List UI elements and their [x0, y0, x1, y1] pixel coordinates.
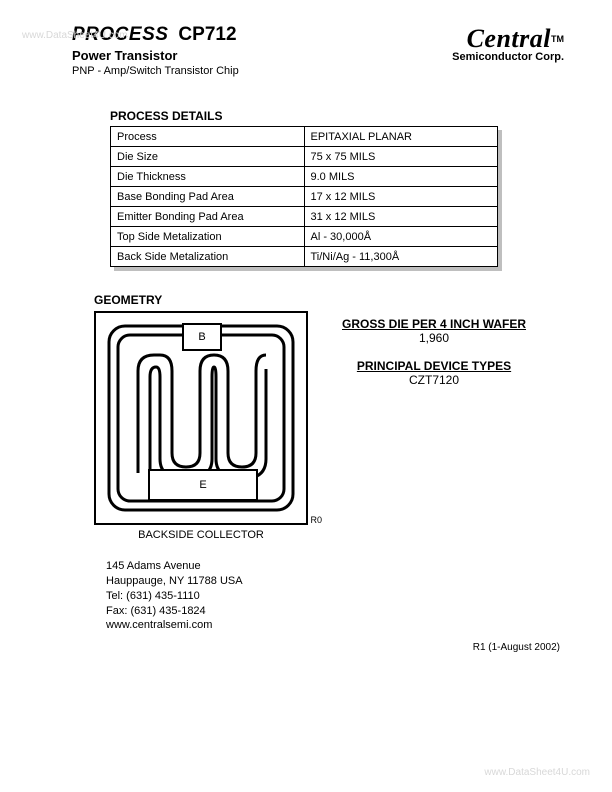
- subtitle-2: PNP - Amp/Switch Transistor Chip: [72, 65, 239, 77]
- contact-line: Tel: (631) 435-1110: [106, 589, 612, 604]
- geometry-row: B E R0 BACKSIDE COLLECTOR GROSS DIE PER …: [94, 311, 612, 541]
- cell-label: Die Thickness: [111, 167, 305, 187]
- gross-die-title: GROSS DIE PER 4 INCH WAFER: [342, 317, 526, 331]
- die-diagram: B E R0: [94, 311, 308, 525]
- cell-value: Al - 30,000Å: [304, 227, 498, 247]
- info-right: GROSS DIE PER 4 INCH WAFER 1,960 PRINCIP…: [342, 311, 526, 387]
- process-table: ProcessEPITAXIAL PLANAR Die Size75 x 75 …: [110, 126, 498, 267]
- contact-line: Hauppauge, NY 11788 USA: [106, 574, 612, 589]
- brand-tagline: Semiconductor Corp.: [452, 51, 564, 63]
- backside-label: BACKSIDE COLLECTOR: [94, 529, 308, 541]
- subtitle-1: Power Transistor: [72, 48, 239, 63]
- base-pad: B: [182, 323, 222, 351]
- cell-label: Emitter Bonding Pad Area: [111, 207, 305, 227]
- r0-label: R0: [310, 515, 322, 525]
- watermark-bottom: www.DataSheet4U.com: [484, 767, 590, 778]
- cell-value: 31 x 12 MILS: [304, 207, 498, 227]
- gross-die-value: 1,960: [342, 331, 526, 345]
- cell-label: Base Bonding Pad Area: [111, 187, 305, 207]
- brand-name: Central: [467, 24, 551, 53]
- cell-value: 17 x 12 MILS: [304, 187, 498, 207]
- table-row: Top Side MetalizationAl - 30,000Å: [111, 227, 498, 247]
- trademark: TM: [551, 34, 564, 44]
- revision: R1 (1-August 2002): [473, 642, 560, 653]
- cell-label: Top Side Metalization: [111, 227, 305, 247]
- principal-value: CZT7120: [342, 373, 526, 387]
- table-row: Back Side MetalizationTi/Ni/Ag - 11,300Å: [111, 247, 498, 267]
- cell-value: Ti/Ni/Ag - 11,300Å: [304, 247, 498, 267]
- cell-label: Process: [111, 127, 305, 147]
- contact-block: 145 Adams Avenue Hauppauge, NY 11788 USA…: [106, 559, 612, 633]
- table-row: Base Bonding Pad Area17 x 12 MILS: [111, 187, 498, 207]
- cell-label: Back Side Metalization: [111, 247, 305, 267]
- cell-value: 9.0 MILS: [304, 167, 498, 187]
- watermark-top: www.DataSheet4U.com: [22, 30, 128, 41]
- part-number: CP712: [178, 24, 236, 46]
- principal-title: PRINCIPAL DEVICE TYPES: [342, 359, 526, 373]
- process-table-wrap: ProcessEPITAXIAL PLANAR Die Size75 x 75 …: [110, 126, 498, 267]
- table-row: Die Size75 x 75 MILS: [111, 147, 498, 167]
- table-row: Emitter Bonding Pad Area31 x 12 MILS: [111, 207, 498, 227]
- contact-line: www.centralsemi.com: [106, 618, 612, 633]
- emitter-pad: E: [148, 469, 258, 501]
- table-row: Die Thickness9.0 MILS: [111, 167, 498, 187]
- geometry-title: GEOMETRY: [94, 293, 612, 307]
- cell-label: Die Size: [111, 147, 305, 167]
- table-row: ProcessEPITAXIAL PLANAR: [111, 127, 498, 147]
- contact-line: 145 Adams Avenue: [106, 559, 612, 574]
- cell-value: EPITAXIAL PLANAR: [304, 127, 498, 147]
- header-right: CentralTM Semiconductor Corp.: [452, 24, 564, 77]
- table-title: PROCESS DETAILS: [110, 109, 612, 123]
- header: PROCESS CP712 Power Transistor PNP - Amp…: [0, 0, 612, 85]
- cell-value: 75 x 75 MILS: [304, 147, 498, 167]
- contact-line: Fax: (631) 435-1824: [106, 604, 612, 619]
